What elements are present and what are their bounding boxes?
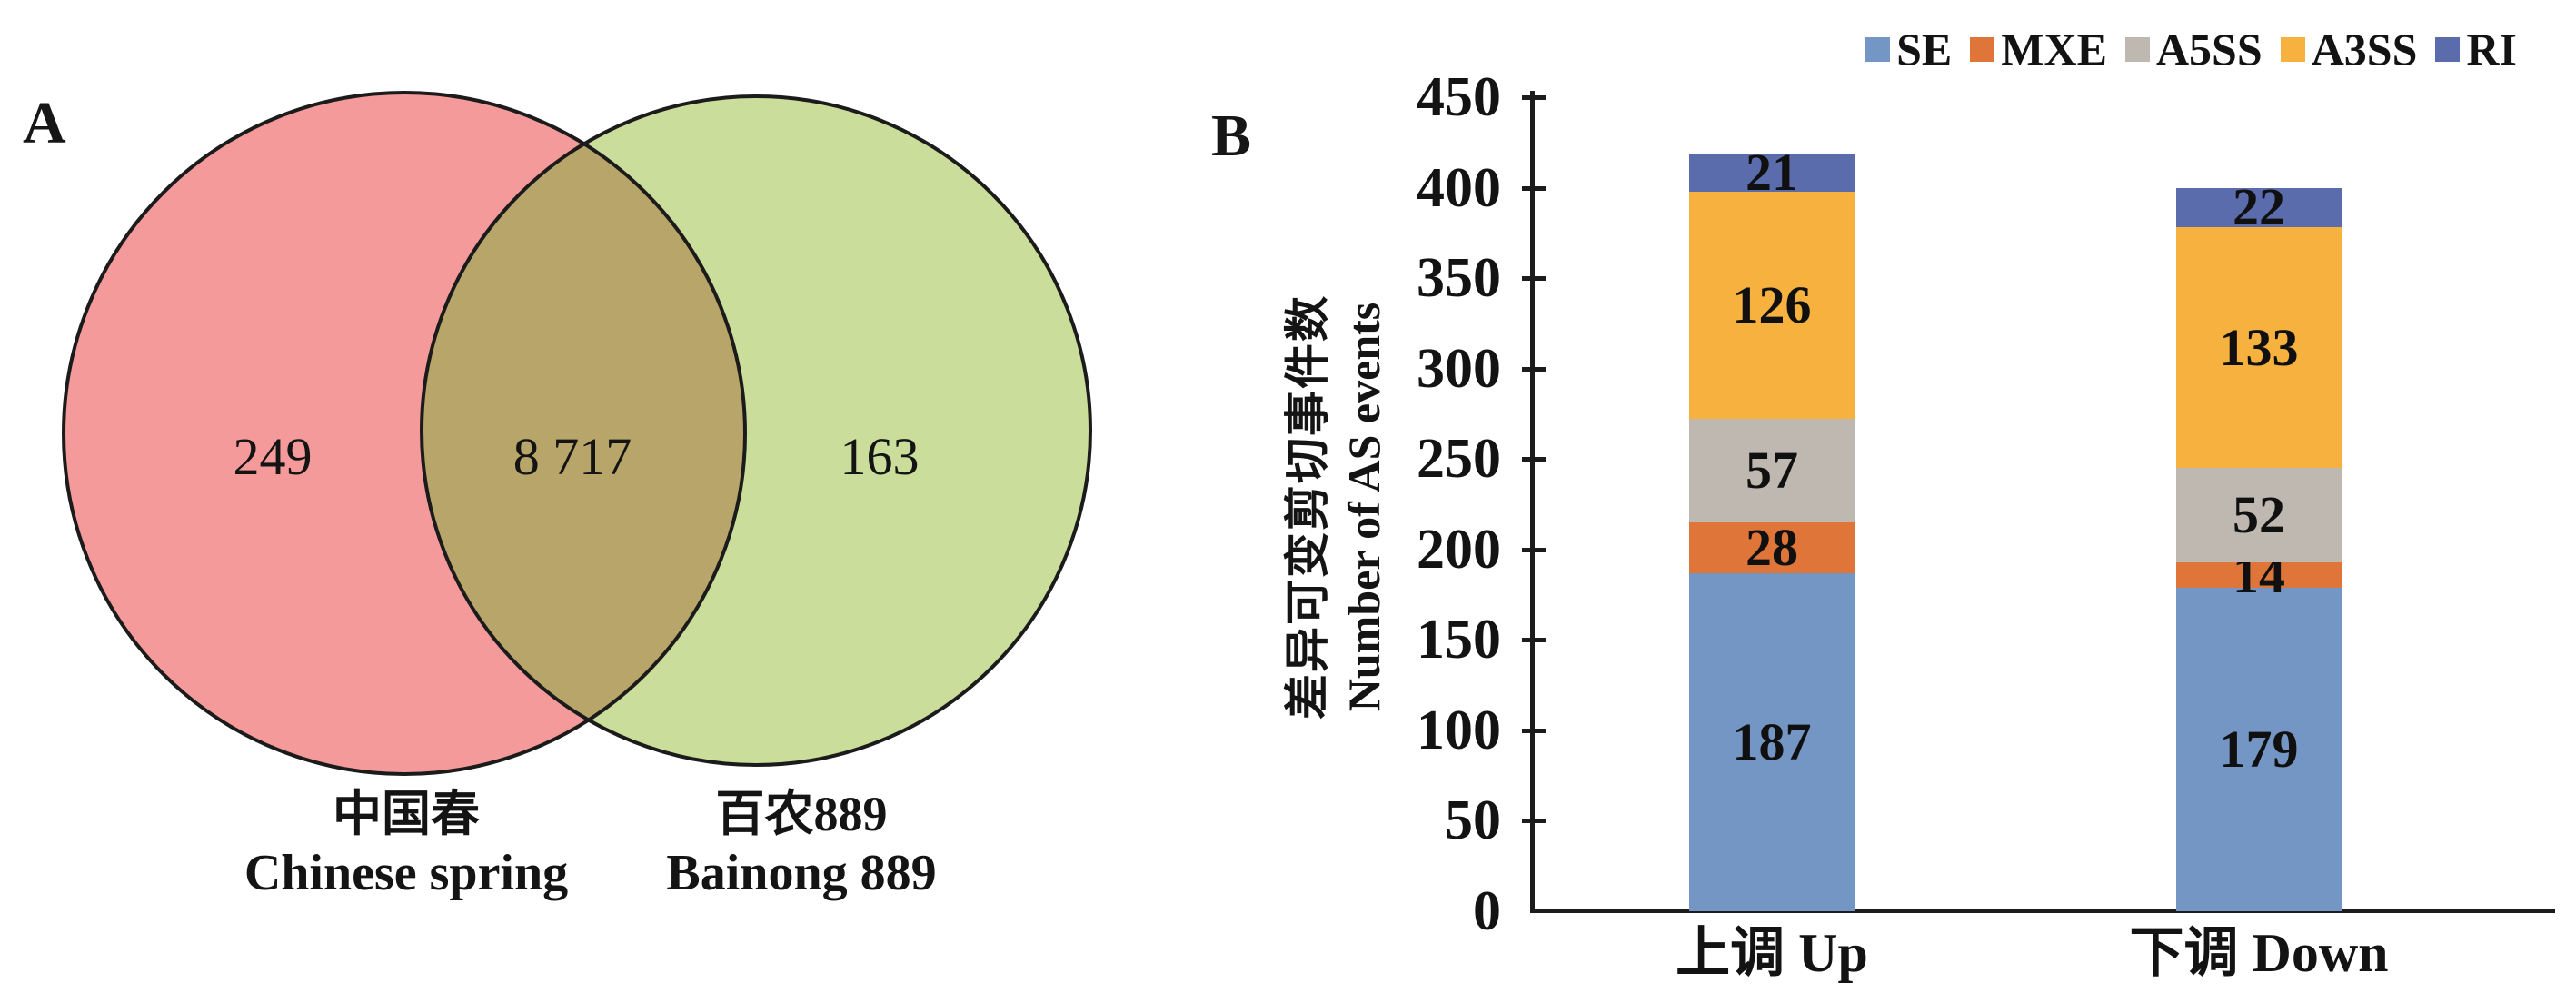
venn-right-count: 163 [840,427,920,486]
bar-segment-se [2176,587,2342,911]
y-axis-tick-label: 50 [1445,789,1501,852]
bar-segment-a5ss [1689,419,1855,522]
y-axis-tick-label: 250 [1417,428,1501,491]
legend-label: RI [2466,24,2517,74]
bar-segment-se [1689,572,1855,911]
legend-label: A5SS [2155,24,2263,74]
x-axis-line [1530,909,2555,913]
venn-left-set-label: 中国春 Chinese spring [134,785,679,903]
y-axis-tick-label: 300 [1417,337,1501,400]
bar-value-label: 133 [2219,317,2299,377]
y-axis-tick [1522,366,1546,372]
venn-left-set-label-zh: 中国春 [333,787,480,841]
y-axis-tick [1522,457,1546,462]
legend-label: SE [1896,24,1953,74]
venn-left-set-label-en: Chinese spring [244,845,569,901]
x-axis-category-label: 下调 Down [2129,923,2389,983]
venn-diagram [62,91,1092,776]
venn-left-count: 249 [233,427,313,486]
bar-value-label: 28 [1746,517,1798,577]
y-axis-tick [1522,276,1546,282]
legend-label: A3SS [2311,24,2418,74]
bar-value-label: 187 [1732,711,1812,771]
venn-right-set-label-zh: 百农889 [715,787,888,841]
bar-value-label: 57 [1746,441,1798,501]
y-axis-tick-label: 0 [1473,880,1501,942]
y-axis-tick-label: 400 [1417,156,1501,219]
venn-right-set-label: 百农889 Bainong 889 [529,785,1074,903]
bar-value-label: 22 [2233,177,2285,237]
bar-segment-ri [2176,187,2342,228]
y-axis-tick-label: 350 [1417,247,1501,310]
bar-segment-a3ss [2176,227,2342,469]
legend-swatch-icon [2124,36,2150,62]
y-axis-tick [1522,547,1546,552]
legend-item-a3ss: A3SS [2280,24,2418,74]
y-axis-tick [1522,819,1546,824]
venn-intersection-count: 8 717 [512,427,632,486]
legend-swatch-icon [1970,36,1995,62]
y-axis-tick [1522,95,1546,100]
legend-swatch-icon [1865,36,1891,62]
legend-item-ri: RI [2435,24,2517,74]
panel-b-label: B [1211,103,1252,169]
bar-segment-mxe [2176,561,2342,588]
chart-legend: SE MXE A5SS A3SS RI [1865,24,2517,74]
bar-segment-ri [1689,153,1855,192]
bar-value-label: 52 [2233,484,2285,544]
y-axis-line [1530,91,1535,913]
y-axis-tick [1522,728,1546,733]
legend-item-se: SE [1865,24,1952,74]
x-axis-category-label: 上调 Up [1676,923,1868,983]
bar-segment-a3ss [1689,191,1855,420]
panel-a-label: A [23,90,66,156]
y-axis-tick-label: 450 [1417,66,1501,128]
legend-label: MXE [2001,24,2107,74]
venn-overlap-region [422,96,745,765]
venn-right-set-label-en: Bainong 889 [666,845,937,901]
legend-swatch-icon [2435,36,2461,62]
bar-value-label: 179 [2219,719,2299,779]
bar-value-label: 126 [1732,274,1812,334]
bar-value-label: 21 [1746,142,1798,202]
y-axis-tick-label: 100 [1417,699,1501,761]
y-axis-tick-label: 200 [1417,518,1501,581]
y-axis-tick-label: 150 [1417,609,1501,671]
legend-item-a5ss: A5SS [2124,24,2263,74]
legend-item-mxe: MXE [1970,24,2107,74]
y-axis-tick [1522,185,1546,191]
bar-segment-mxe [1689,521,1855,573]
bar-segment-a5ss [2176,468,2342,562]
legend-swatch-icon [2280,36,2305,62]
y-axis-tick [1522,638,1546,643]
